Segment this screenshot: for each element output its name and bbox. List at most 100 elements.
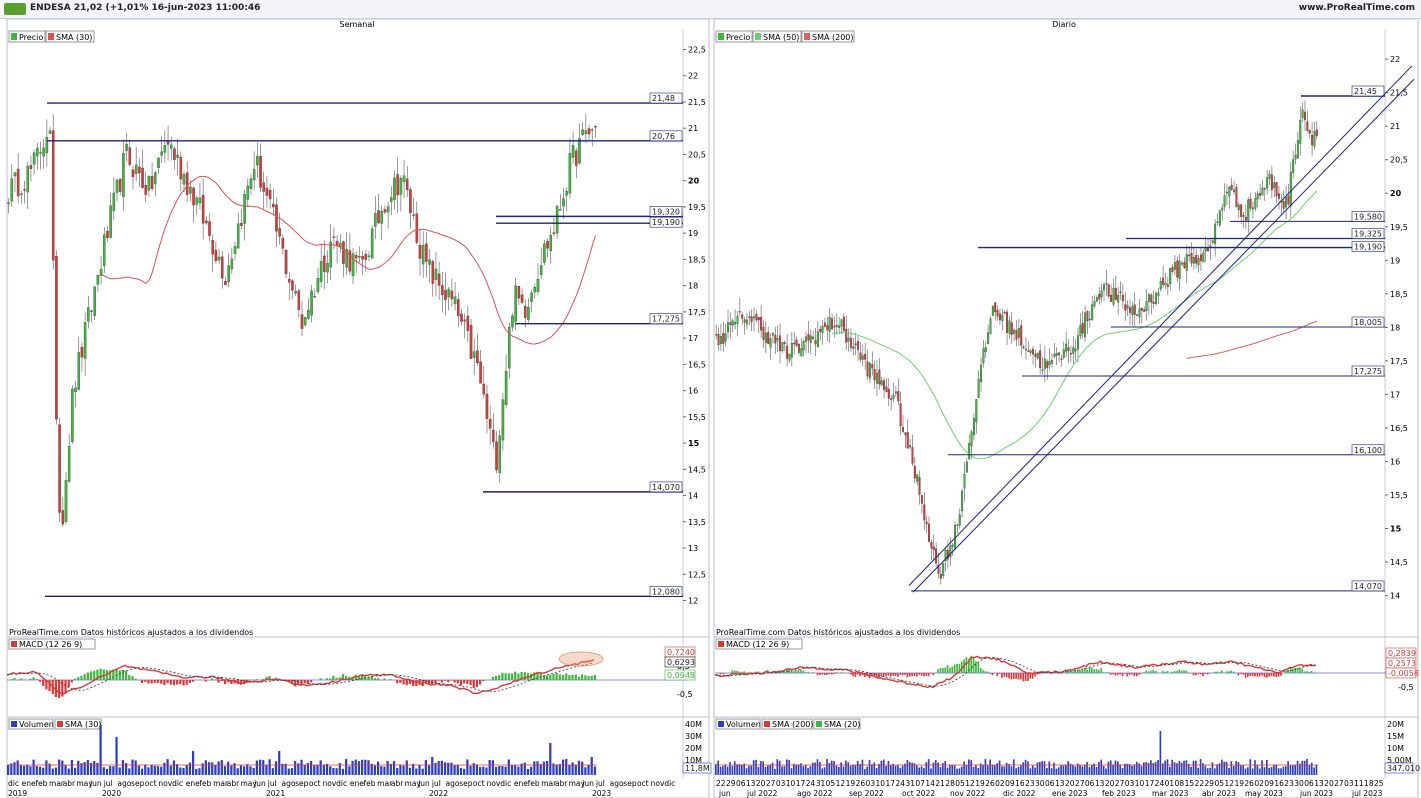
macd-histogram-bar [89,671,93,680]
candle-body [743,319,746,323]
volume-bar [871,764,873,775]
volume-bar [412,763,415,775]
month-label: sep 2022 [849,789,884,798]
candle-body [1178,261,1181,279]
candle-body [961,490,964,512]
price-tick-label: 14 [688,492,698,501]
volume-bar [965,765,968,775]
candle-body [498,435,501,473]
candle-body [762,326,765,340]
candle-body [925,521,928,525]
macd-histogram-bar [1296,667,1299,673]
volume-bar [1128,764,1131,775]
volume-bar [904,763,906,775]
macd-histogram-bar [823,673,826,676]
price-tick-label: 15,5 [1390,491,1408,500]
macd-histogram-bar [1275,673,1278,678]
volume-bar [156,766,160,775]
candle-body [23,189,26,191]
macd-histogram-bar [306,680,310,685]
macd-histogram-bar [819,673,821,676]
candle-body [764,332,767,343]
candle-body [256,155,259,166]
volume-bar [13,762,16,775]
volume-bar [239,765,243,775]
candle-body [1313,131,1316,147]
macd-histogram-bar [479,680,482,685]
volume-bar [163,762,166,775]
candle-body [753,316,755,319]
volume-bar [590,757,593,775]
candle-body [1017,328,1020,338]
day-tick-label: 20 [1065,779,1075,788]
price-tick-label: 14,5 [688,465,706,474]
candle-body [821,326,824,333]
volume-bar [329,766,332,775]
macd-histogram-bar [561,675,565,680]
macd-histogram-bar [1294,667,1297,673]
macd-line [6,659,595,695]
volume-bar [479,767,482,775]
month-tick-label: ago [117,779,131,788]
volume-bar [1147,763,1150,775]
volume-bar [294,761,297,775]
volume-bar [925,762,928,775]
macd-histogram-bar [970,655,973,673]
macd-histogram-bar [262,678,265,680]
level-box [649,586,683,597]
volume-bar [109,766,112,775]
level-box [649,313,683,324]
candle-body [447,288,450,298]
macd-histogram-bar [1036,673,1039,675]
macd-histogram-bar [1254,673,1256,677]
volume-bar [856,761,859,775]
macd-histogram-bar [1197,673,1200,675]
volume-bar [287,768,290,775]
macd-histogram-bar [169,680,172,685]
volume-bar [1060,765,1062,775]
candle-body [857,340,860,350]
volume-bar [1218,763,1221,775]
candle-body [847,338,850,342]
macd-histogram-bar [781,671,783,673]
candle-body [517,286,521,299]
macd-histogram-bar [112,669,115,680]
macd-histogram-bar [405,680,408,686]
volume-bar [1083,764,1086,775]
sma200-line [1186,320,1317,359]
year-tick-label: 2022 [429,789,448,798]
macd-histogram-bar [1199,673,1202,675]
volume-bar [887,760,890,775]
macd-histogram-bar [83,674,86,680]
candle-body [307,309,310,319]
day-tick-label: 26 [985,779,995,788]
month-tick-label: jun [417,779,430,788]
volume-bar [507,759,510,775]
level-box [1351,444,1385,456]
volume-bar [1301,760,1304,775]
volume-bar [1015,768,1017,775]
macd-histogram-bar [549,674,552,680]
candle-body [195,197,199,205]
macd-histogram-bar [1185,670,1188,673]
macd-histogram-bar [956,664,958,673]
macd-histogram-bar [916,673,918,677]
volume-bar [297,763,300,775]
candle-body [1162,277,1165,285]
macd-histogram-bar [1031,673,1034,679]
macd-histogram-bar [1150,670,1152,673]
month-tick-label: ene [22,779,36,788]
volume-bar [1202,763,1204,775]
volume-bar [1209,767,1211,775]
month-tick-label: oct [637,779,649,788]
year-tick-label: 2023 [592,789,611,798]
volume-bar [1254,760,1256,775]
candle-body [1001,314,1004,322]
candle-body [259,155,262,188]
candle-body [1285,197,1288,208]
macd-histogram-bar [741,672,743,673]
macd-histogram-bar [1265,673,1268,678]
charts-area[interactable]: Semanal Diario Precio SMA (30) Precio SM… [0,19,1421,798]
candle-body [418,245,422,259]
trend-line [908,65,1413,586]
